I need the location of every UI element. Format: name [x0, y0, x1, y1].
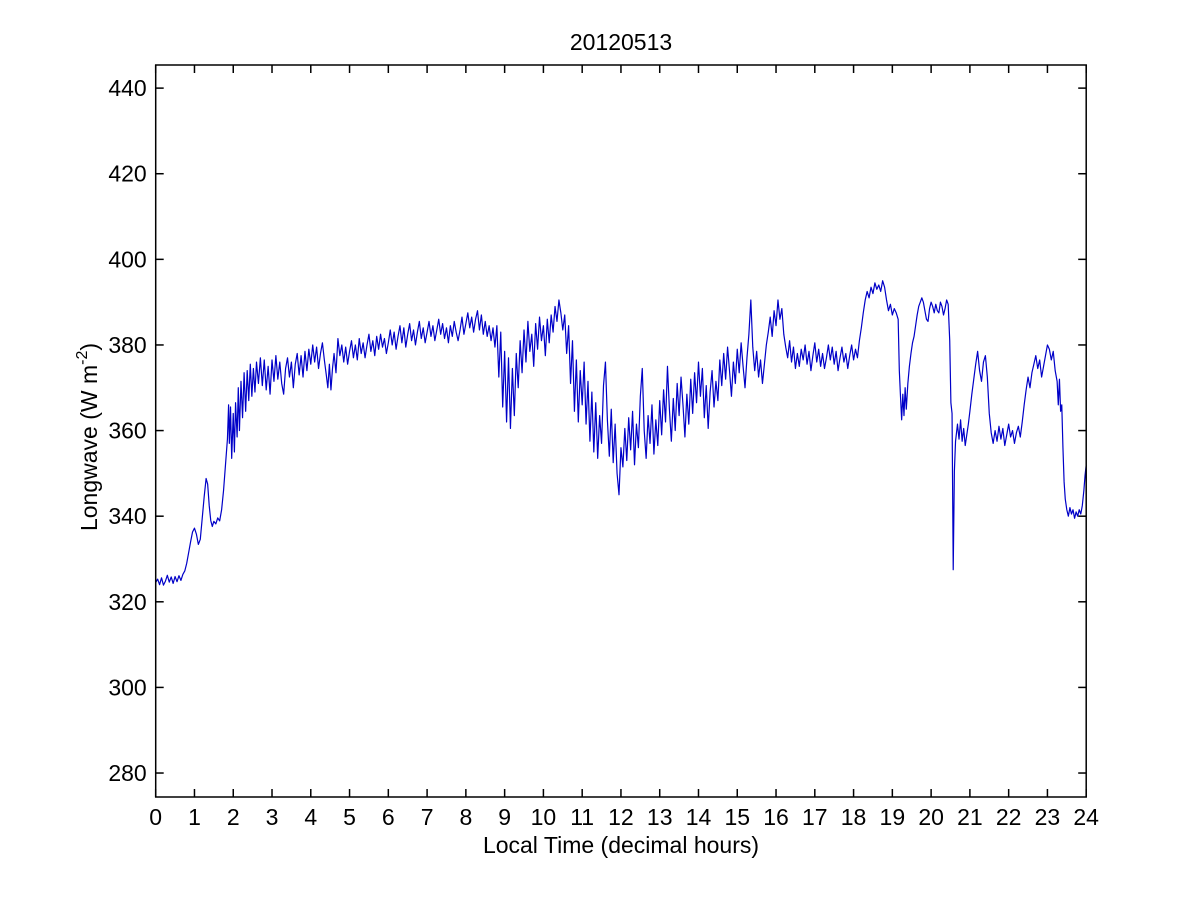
- data-line-longwave-irradiance: [155, 280, 1087, 586]
- y-tick-label: 440: [108, 75, 146, 101]
- y-axis-label-main: Longwave (W m: [76, 365, 102, 531]
- x-tick-label: 1: [188, 804, 201, 830]
- y-tick-label: 380: [108, 332, 146, 358]
- x-tick-label: 21: [957, 804, 983, 830]
- x-tick-label: 13: [647, 804, 673, 830]
- x-tick-label: 4: [304, 804, 317, 830]
- chart-title: 20120513: [570, 29, 672, 55]
- plot-dynamic-layer: 0 1 2 3 4 5 6 7 8 9 10 11 12 13 14 15 16 17 18 19 20 21 22 23 24…: [108, 65, 1099, 830]
- x-tick-label: 23: [1035, 804, 1061, 830]
- x-tick-label: 17: [802, 804, 828, 830]
- y-axis-label-close: ): [76, 343, 102, 351]
- x-tick-label: 16: [763, 804, 789, 830]
- y-tick-label: 420: [108, 161, 146, 187]
- y-tick-label: 360: [108, 418, 146, 444]
- x-tick-label: 2: [227, 804, 240, 830]
- x-tick-label: 20: [918, 804, 944, 830]
- y-tick-label: 340: [108, 503, 146, 529]
- x-tick-label: 22: [996, 804, 1022, 830]
- x-tick-label: 5: [343, 804, 356, 830]
- y-axis-label: Longwave (W m-2): [74, 343, 102, 531]
- x-tick-label: 6: [382, 804, 395, 830]
- y-tick-label: 280: [108, 760, 146, 786]
- x-tick-label: 9: [498, 804, 511, 830]
- x-tick-label: 10: [531, 804, 557, 830]
- x-tick-label: 24: [1073, 804, 1099, 830]
- y-tick-label: 300: [108, 674, 146, 700]
- x-tick-label: 15: [724, 804, 750, 830]
- y-tick-label: 400: [108, 246, 146, 272]
- x-tick-label: 3: [266, 804, 279, 830]
- x-axis-label: Local Time (decimal hours): [483, 832, 759, 858]
- plot-box: [154, 64, 1087, 798]
- y-axis-label-superscript: -2: [74, 351, 91, 365]
- x-tick-label: 19: [880, 804, 906, 830]
- x-tick-label: 0: [149, 804, 162, 830]
- x-tick-label: 7: [421, 804, 434, 830]
- x-tick-label: 18: [841, 804, 867, 830]
- x-tick-label: 12: [608, 804, 634, 830]
- x-tick-label: 14: [686, 804, 712, 830]
- x-tick-label: 8: [459, 804, 472, 830]
- x-tick-label: 11: [570, 804, 594, 830]
- y-tick-label: 320: [108, 589, 146, 615]
